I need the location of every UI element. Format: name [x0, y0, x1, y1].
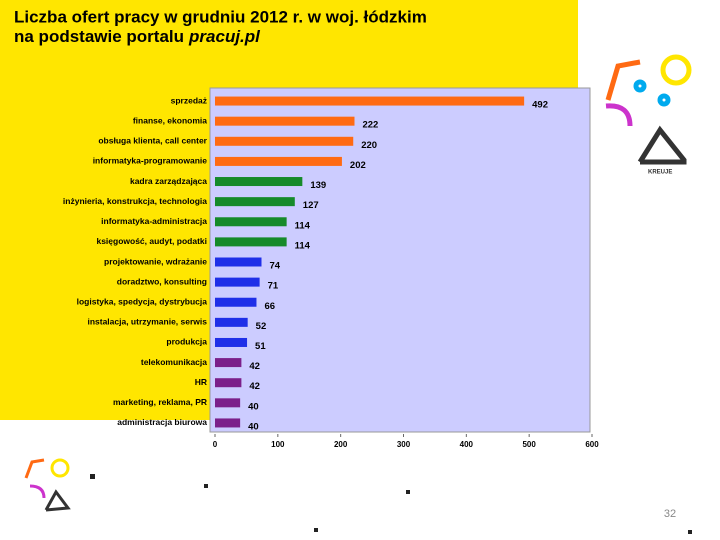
- bar: [215, 217, 287, 227]
- y-tick-label: księgowość, audyt, podatki: [96, 236, 207, 246]
- value-label: 66: [264, 301, 275, 312]
- small-logo: [24, 458, 71, 512]
- source: pracuj.pl: [188, 27, 261, 46]
- bar: [215, 337, 248, 347]
- y-tick-label: informatyka-programowanie: [93, 156, 208, 166]
- bar: [215, 378, 242, 388]
- bar: [215, 177, 303, 187]
- decor-dots: [90, 474, 692, 534]
- bar: [215, 297, 257, 307]
- y-tick-label: obsługa klienta, call center: [98, 136, 207, 146]
- x-tick-label: 200: [334, 440, 348, 449]
- value-label: 40: [248, 401, 259, 412]
- value-label: 51: [255, 341, 266, 352]
- bar: [215, 317, 248, 327]
- value-label: 42: [249, 381, 260, 392]
- y-tick-label: administracja biurowa: [117, 417, 207, 427]
- value-label: 492: [532, 100, 548, 111]
- bar: [215, 398, 241, 408]
- y-tick-label: sprzedaż: [171, 95, 207, 105]
- y-tick-label: kadra zarządzająca: [130, 176, 207, 186]
- value-label: 114: [295, 220, 311, 231]
- y-tick-label: telekomunikacja: [141, 357, 207, 367]
- logo: [605, 54, 692, 165]
- y-tick-label: produkcja: [166, 337, 207, 347]
- bar: [215, 156, 342, 166]
- y-tick-label: informatyka-administracja: [101, 216, 207, 226]
- y-tick-label: finanse, ekonomia: [133, 115, 207, 125]
- y-tick-label: inżynieria, konstrukcja, technologia: [63, 196, 207, 206]
- x-tick-label: 400: [460, 440, 474, 449]
- x-tick-label: 0: [213, 440, 218, 449]
- y-tick-label: marketing, reklama, PR: [113, 397, 207, 407]
- value-label: 74: [269, 261, 280, 272]
- y-tick-label: instalacja, utrzymanie, serwis: [87, 317, 207, 327]
- subtitle-text: na podstawie portalu: [14, 27, 184, 46]
- value-label: 71: [268, 281, 279, 292]
- value-label: 42: [249, 361, 260, 372]
- value-label: 40: [248, 421, 259, 432]
- logo-text: KREUJE: [648, 170, 672, 176]
- value-label: 114: [295, 240, 311, 251]
- x-tick-label: 600: [585, 440, 599, 449]
- value-label: 222: [362, 120, 378, 131]
- value-label: 127: [303, 200, 319, 211]
- y-tick-label: projektowanie, wdrażanie: [104, 256, 207, 266]
- chart-title: Liczba ofert pracy w grudniu 2012 r. w w…: [14, 7, 427, 26]
- x-tick-label: 100: [271, 440, 285, 449]
- bar: [215, 277, 260, 287]
- chart-subtitle: na podstawie portalu pracuj.pl: [14, 27, 261, 46]
- bar: [215, 136, 354, 146]
- y-tick-label: logistyka, spedycja, dystrybucja: [77, 296, 208, 306]
- page-number: 32: [664, 508, 676, 520]
- bar: [215, 257, 262, 267]
- bar: [215, 96, 525, 106]
- x-tick-label: 500: [522, 440, 536, 449]
- value-label: 202: [350, 160, 366, 171]
- value-label: 52: [256, 321, 267, 332]
- bar: [215, 116, 355, 126]
- y-tick-label: HR: [195, 377, 207, 387]
- x-tick-label: 300: [397, 440, 411, 449]
- value-label: 220: [361, 140, 377, 151]
- bar: [215, 197, 295, 207]
- value-label: 139: [310, 180, 326, 191]
- bar: [215, 358, 242, 368]
- bar: [215, 237, 287, 247]
- bar: [215, 418, 241, 428]
- y-tick-label: doradztwo, konsulting: [117, 276, 207, 286]
